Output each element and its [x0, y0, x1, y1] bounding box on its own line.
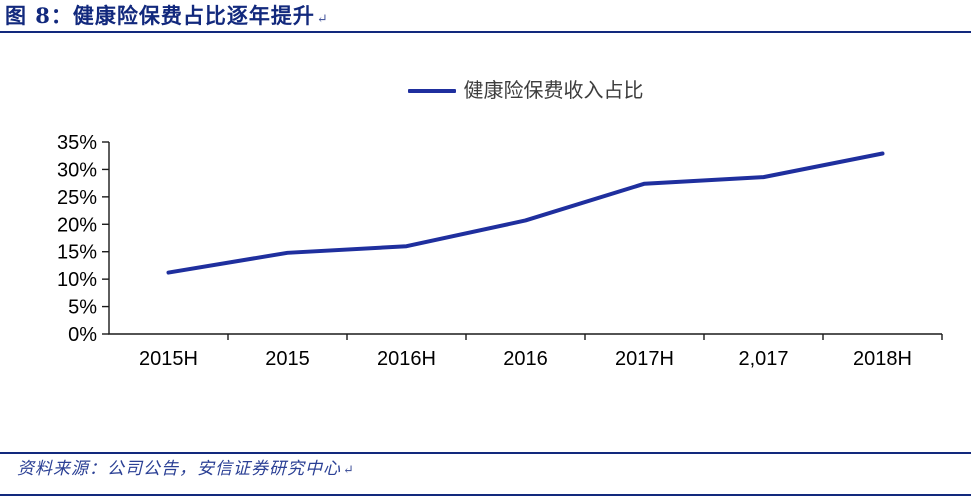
x-tick-label: 2016	[503, 348, 548, 370]
paragraph-return-mark: ↵	[316, 12, 329, 27]
x-tick-label: 2018H	[853, 348, 912, 370]
x-tick-label: 2016H	[377, 348, 436, 370]
x-tick-label: 2015H	[139, 348, 198, 370]
figure-title: 图 8：健康险保费占比逐年提升 ↵	[5, 3, 329, 33]
chart-legend: 健康险保费收入占比	[109, 78, 942, 104]
series-line	[166, 151, 885, 275]
y-tick-label: 10%	[57, 269, 97, 291]
title-divider-rule	[0, 31, 971, 33]
y-tick-label: 35%	[57, 132, 97, 154]
figure-title-text: 图 8：健康险保费占比逐年提升	[5, 3, 315, 28]
figure-source-text: 资料来源：公司公告，安信证券研究中心	[17, 459, 341, 479]
y-tick-label: 30%	[57, 159, 97, 181]
x-tick-label: 2,017	[738, 348, 788, 370]
figure-source-note: 资料来源：公司公告，安信证券研究中心 ↵	[17, 457, 355, 483]
y-tick-label: 5%	[68, 297, 97, 319]
x-tick-label: 2017H	[615, 348, 674, 370]
paragraph-return-mark: ↵	[343, 463, 355, 478]
source-divider-rule	[0, 452, 971, 454]
x-tick-label: 2015	[265, 348, 310, 370]
page-bottom-rule	[0, 494, 971, 496]
legend-line-swatch	[407, 89, 456, 93]
axis-lines	[108, 142, 942, 335]
y-tick-label: 15%	[57, 242, 97, 264]
y-tick-label: 0%	[68, 324, 97, 346]
legend-series-label: 健康险保费收入占比	[463, 80, 644, 102]
y-tick-label: 20%	[57, 214, 97, 236]
y-tick-label: 25%	[57, 187, 97, 209]
